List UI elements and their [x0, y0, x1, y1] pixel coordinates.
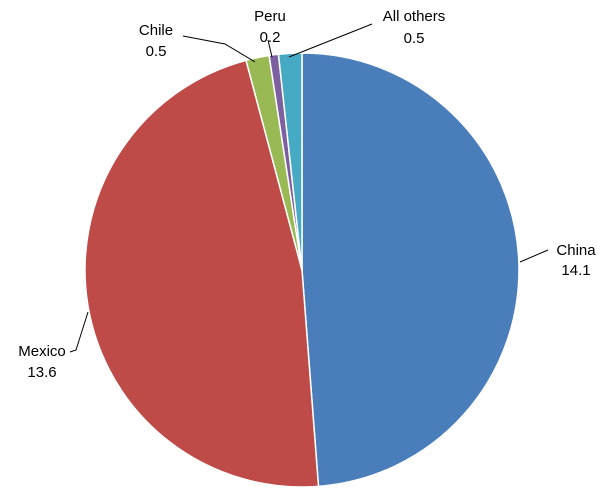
slice-value-china: 14.1	[561, 262, 590, 279]
pie-slices	[84, 52, 520, 488]
pie-slice-all-others	[277, 52, 303, 271]
leader-line-china	[519, 249, 549, 263]
slice-label-china: China	[556, 242, 596, 259]
leader-line-chile	[182, 35, 256, 63]
leader-line-peru	[267, 39, 273, 58]
leader-lines	[69, 23, 549, 353]
slice-label-all-others: All others	[383, 8, 446, 25]
pie-slice-china	[301, 52, 520, 488]
slice-value-chile: 0.5	[146, 43, 167, 60]
slice-labels: China 14.1 Mexico 13.6 Chile 0.5 Peru 0.…	[18, 8, 596, 381]
slice-value-all-others: 0.5	[404, 30, 425, 47]
leader-line-mexico	[69, 311, 89, 353]
slice-label-chile: Chile	[139, 22, 173, 39]
leader-line-all-others	[288, 23, 373, 58]
slice-label-mexico: Mexico	[18, 343, 66, 360]
slice-value-mexico: 13.6	[27, 364, 56, 381]
pie-slice-mexico	[84, 59, 320, 488]
slice-value-peru: 0.2	[260, 29, 281, 46]
slice-label-peru: Peru	[254, 8, 286, 25]
